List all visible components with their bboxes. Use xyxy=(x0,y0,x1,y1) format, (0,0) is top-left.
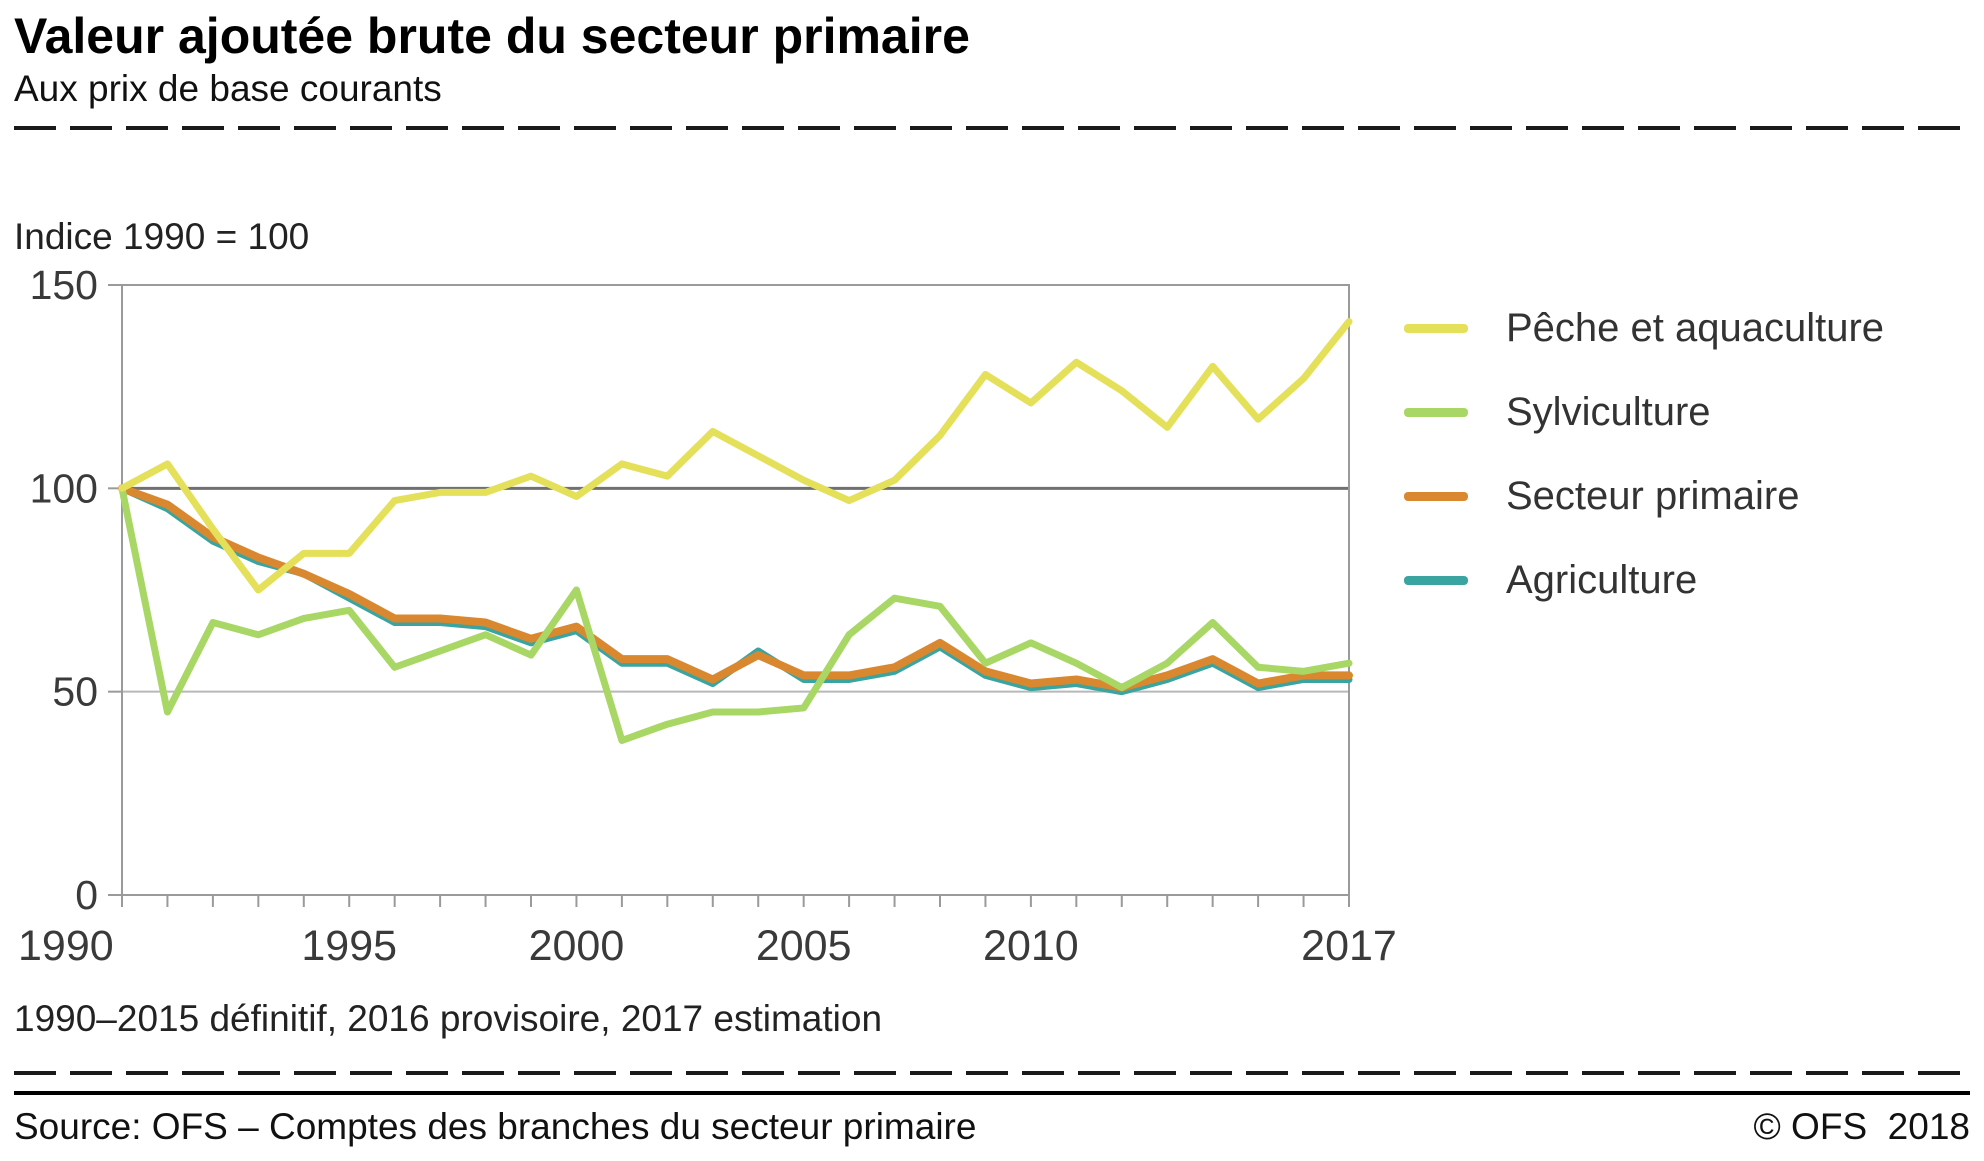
legend-swatch xyxy=(1404,407,1468,417)
copyright-text: © OFS 2018 xyxy=(1753,1106,1970,1147)
chart-area: 0 50 100 150 1990 1995 2000 2005 2010 2017 Pêche … xyxy=(14,260,1970,972)
legend-label: Pêche et aquaculture xyxy=(1506,305,1885,350)
series-line-secteur-primaire xyxy=(118,484,1353,692)
legend-swatch xyxy=(1404,491,1468,501)
y-tick-label: 50 xyxy=(52,669,98,715)
legend-label: Agriculture xyxy=(1506,557,1698,602)
chart-legend: Pêche et aquaculture Sylviculture Secteur … xyxy=(1404,260,1884,622)
legend-label: Sylviculture xyxy=(1506,389,1711,434)
x-tick-label: 1995 xyxy=(301,922,397,970)
x-tick-label: 2010 xyxy=(983,922,1079,970)
line-chart: 0 50 100 150 1990 1995 2000 2005 2010 2017 xyxy=(18,262,1397,970)
legend-item: Sylviculture xyxy=(1404,370,1884,454)
series-line-sylviculture xyxy=(118,485,1353,745)
x-tick-label: 2017 xyxy=(1301,922,1397,970)
footer-divider-solid xyxy=(14,1091,1970,1095)
source-text: Source: OFS – Comptes des branches du se… xyxy=(14,1106,977,1147)
page-footer: Source: OFS – Comptes des branches du se… xyxy=(14,1071,1970,1161)
y-tick-label: 100 xyxy=(30,466,98,512)
plot-frame xyxy=(121,284,1350,897)
legend-label: Secteur primaire xyxy=(1506,473,1800,518)
legend-item: Pêche et aquaculture xyxy=(1404,286,1884,370)
legend-swatch xyxy=(1404,575,1468,585)
page-subtitle: Aux prix de base courants xyxy=(14,68,442,109)
footer-divider-dashed xyxy=(14,1071,1970,1075)
x-tick-label: 1990 xyxy=(18,922,114,970)
axis-unit-label: Indice 1990 = 100 xyxy=(14,216,310,258)
source-row: Source: OFS – Comptes des branches du se… xyxy=(14,1095,1970,1161)
x-tick-label: 2000 xyxy=(529,922,625,970)
page-title: Valeur ajoutée brute du secteur primaire xyxy=(14,8,970,64)
y-tick-label: 0 xyxy=(75,872,98,918)
series-line-p-che-et-aquaculture xyxy=(118,318,1353,594)
legend-item: Agriculture xyxy=(1404,538,1884,622)
legend-swatch xyxy=(1404,323,1468,333)
chart-note: 1990–2015 définitif, 2016 provisoire, 20… xyxy=(14,998,883,1040)
header-divider-dashed xyxy=(14,126,1970,131)
y-tick-label: 150 xyxy=(30,262,98,308)
chart-header: Valeur ajoutée brute du secteur primaire… xyxy=(14,8,1970,112)
x-tick-label: 2005 xyxy=(756,922,852,970)
legend-item: Secteur primaire xyxy=(1404,454,1884,538)
